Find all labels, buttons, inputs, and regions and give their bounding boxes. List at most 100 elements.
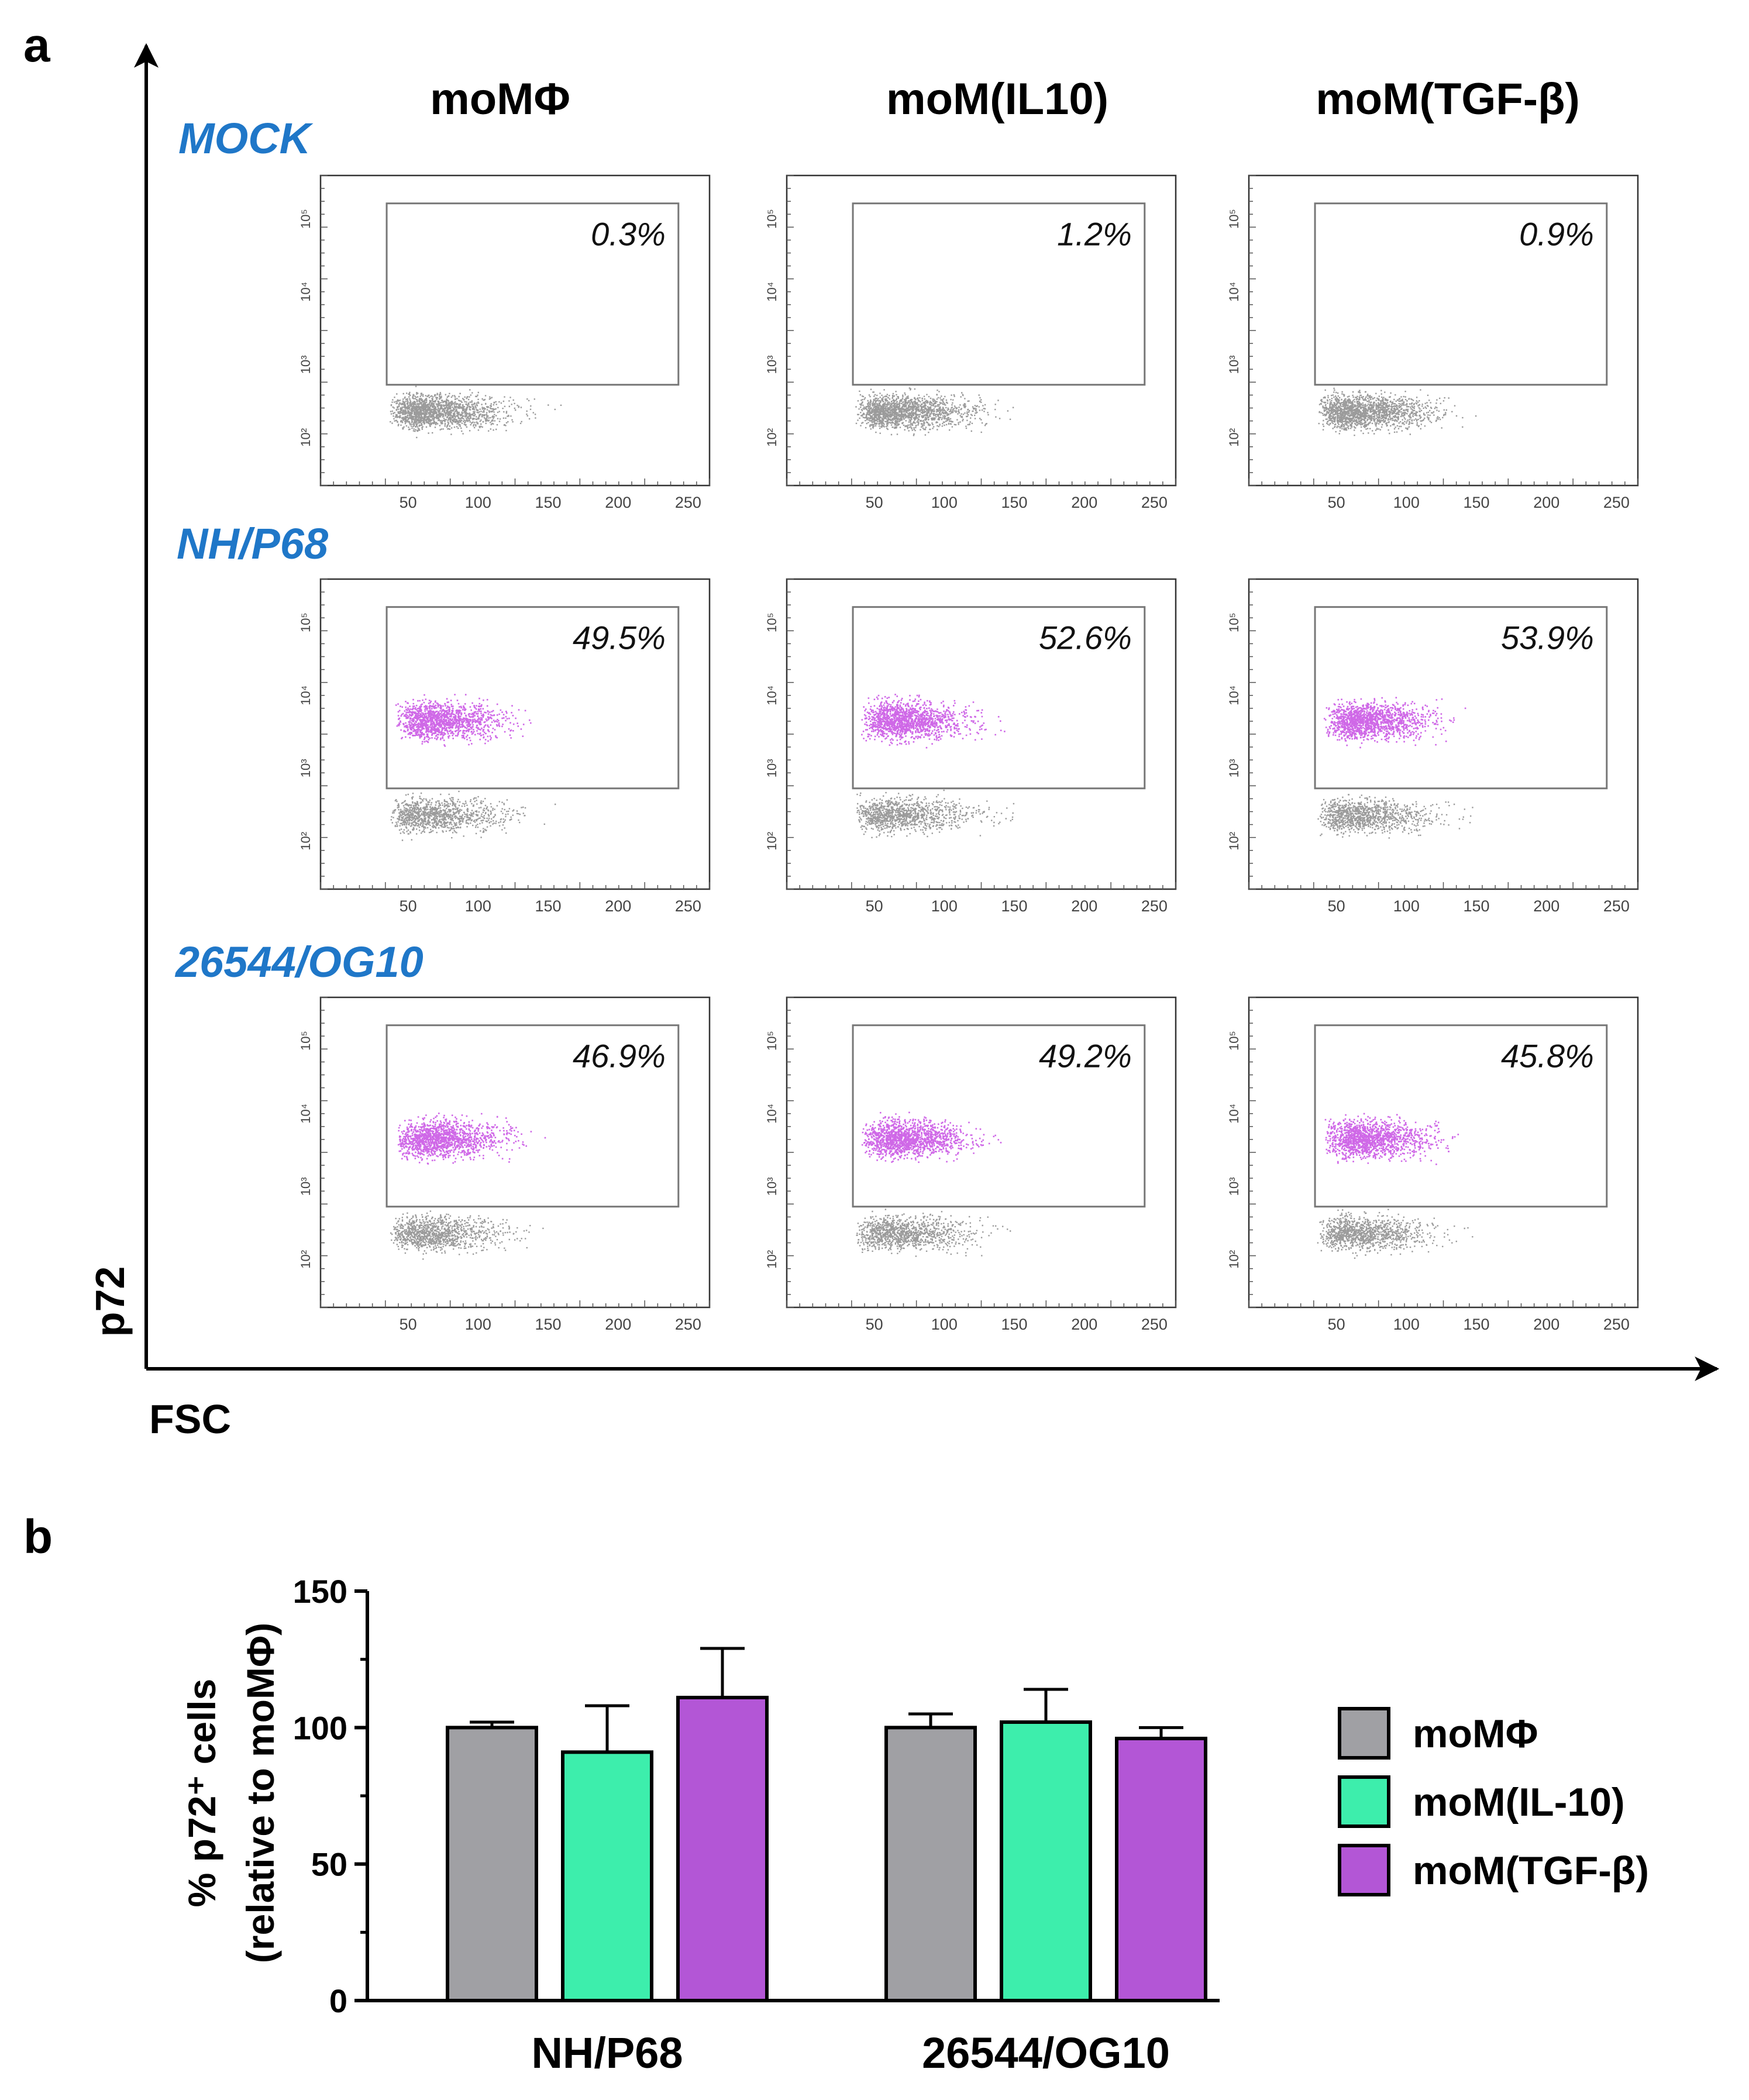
x-tick-label: 250: [675, 897, 701, 915]
negative-event-dots: [1317, 794, 1473, 839]
x-tick-label: 100: [465, 494, 491, 511]
bar-nh-p68-2: [676, 1696, 769, 2002]
y-tick-label: 10⁵: [1227, 612, 1241, 632]
gate-percentage: 49.5%: [573, 619, 666, 656]
bar-y-tick-label: 50: [311, 1846, 347, 1883]
gate-percentage: 52.6%: [1039, 619, 1132, 656]
positive-event-dots: [861, 694, 1006, 749]
x-tick-label: 50: [400, 494, 417, 511]
bar-category-label: NH/P68: [531, 2029, 683, 2077]
y-tick-label: 10²: [1227, 428, 1241, 447]
x-tick-label: 200: [1071, 1316, 1097, 1333]
negative-event-dots: [856, 1209, 1011, 1257]
y-tick-label: 10³: [765, 1177, 779, 1196]
x-tick-label: 150: [535, 494, 561, 511]
negative-event-dots: [390, 1210, 544, 1260]
y-tick-label: 10³: [1227, 1177, 1241, 1196]
y-tick-label: 10⁴: [298, 282, 313, 302]
gate-rectangle: [385, 1024, 680, 1208]
y-tick-label: 10²: [765, 832, 779, 851]
x-tick-label: 50: [1328, 1316, 1345, 1333]
y-tick-label: 10²: [298, 428, 313, 447]
bar-26544-og10-0: [884, 1726, 977, 2002]
y-tick-label: 10⁴: [298, 1104, 313, 1124]
gate-rectangle: [1314, 606, 1608, 790]
plot-frame: [786, 174, 1177, 487]
plot-frame: [1248, 996, 1639, 1309]
x-tick-label: 250: [675, 494, 701, 511]
panel-a-y-axis-label: p72: [87, 1266, 133, 1337]
x-tick-label: 200: [605, 494, 631, 511]
x-tick-label: 200: [605, 897, 631, 915]
x-tick-label: 250: [1141, 494, 1168, 511]
plot-frame: [319, 996, 711, 1309]
x-tick-label: 250: [675, 1316, 701, 1333]
legend-label: moM(IL-10): [1413, 1780, 1625, 1824]
y-tick-label: 10⁴: [765, 282, 779, 302]
y-tick-label: 10³: [765, 759, 779, 777]
y-tick-label: 10⁴: [765, 1104, 779, 1124]
bar-chart: % p72⁺ cells (relative to moMΦ) 0 50 100 15…: [180, 1573, 1649, 2077]
x-tick-label: 100: [1393, 494, 1420, 511]
x-tick-label: 150: [1001, 494, 1027, 511]
x-tick-label: 250: [1603, 897, 1630, 915]
bar-26544-og10-2: [1115, 1737, 1207, 2002]
x-tick-label: 150: [535, 897, 561, 915]
bar-nh-p68-0: [446, 1726, 538, 2002]
y-tick-label: 10⁵: [298, 1031, 313, 1051]
y-tick-label: 10⁵: [765, 209, 779, 229]
gate-percentage: 0.9%: [1519, 216, 1594, 253]
x-tick-label: 100: [931, 1316, 958, 1333]
positive-event-dots: [395, 694, 532, 747]
x-tick-label: 100: [1393, 1316, 1420, 1333]
gate-percentage: 53.9%: [1501, 619, 1594, 656]
x-tick-label: 250: [1141, 897, 1168, 915]
row-label-mock: MOCK: [178, 114, 314, 163]
negative-event-dots: [855, 387, 1014, 436]
y-tick-label: 10³: [765, 355, 779, 374]
x-tick-label: 50: [866, 1316, 883, 1333]
y-tick-label: 10⁴: [1227, 686, 1241, 705]
y-tick-label: 10³: [298, 1177, 313, 1196]
negative-event-dots: [390, 790, 556, 841]
x-tick-label: 150: [535, 1316, 561, 1333]
y-tick-label: 10⁵: [298, 612, 313, 632]
x-tick-label: 150: [1463, 897, 1489, 915]
gate-percentage: 1.2%: [1057, 216, 1132, 253]
column-header-momphi: moMΦ: [430, 74, 570, 124]
gate-rectangle: [1314, 202, 1608, 386]
x-tick-label: 250: [1141, 1316, 1168, 1333]
gate-rectangle: [385, 606, 680, 790]
y-tick-label: 10³: [1227, 355, 1241, 374]
bar-category-label: 26544/OG10: [922, 2029, 1170, 2077]
x-tick-label: 200: [1533, 897, 1559, 915]
y-tick-label: 10³: [1227, 759, 1241, 777]
y-tick-label: 10⁴: [765, 686, 779, 705]
panel-b-letter: b: [23, 1510, 53, 1564]
negative-event-dots: [856, 789, 1015, 838]
gate-percentage: 49.2%: [1039, 1038, 1132, 1075]
positive-event-dots: [1323, 697, 1466, 749]
y-tick-label: 10²: [765, 428, 779, 447]
y-tick-label: 10⁵: [1227, 209, 1241, 229]
panel-a-letter: a: [23, 19, 51, 72]
flow-plot-r2-c2: 45.8% 50 100 150 200 250 10⁵ 10⁴ 10³ 10²: [1227, 996, 1639, 1333]
bar-nh-p68-1: [561, 1750, 653, 2002]
x-tick-label: 150: [1463, 494, 1489, 511]
x-tick-label: 50: [400, 897, 417, 915]
flow-plot-r2-c0: 46.9% 50 100 150 200 250 10⁵ 10⁴ 10³ 10²: [298, 996, 711, 1333]
plot-frame: [786, 578, 1177, 890]
bar-y-tick-label: 100: [293, 1709, 347, 1746]
flow-plot-r0-c0: 0.3% 50 100 150 200 250 10⁵ 10⁴ 10³ 10²: [298, 174, 711, 511]
plot-frame: [1248, 174, 1639, 487]
plot-frame: [1248, 578, 1639, 890]
x-tick-label: 200: [1533, 1316, 1559, 1333]
x-tick-label: 50: [866, 494, 883, 511]
x-tick-label: 150: [1001, 1316, 1027, 1333]
x-tick-label: 50: [1328, 897, 1345, 915]
x-tick-label: 100: [465, 897, 491, 915]
gate-rectangle: [852, 1024, 1146, 1208]
gate-rectangle: [385, 202, 680, 386]
panel-a-x-axis-label: FSC: [149, 1396, 231, 1442]
